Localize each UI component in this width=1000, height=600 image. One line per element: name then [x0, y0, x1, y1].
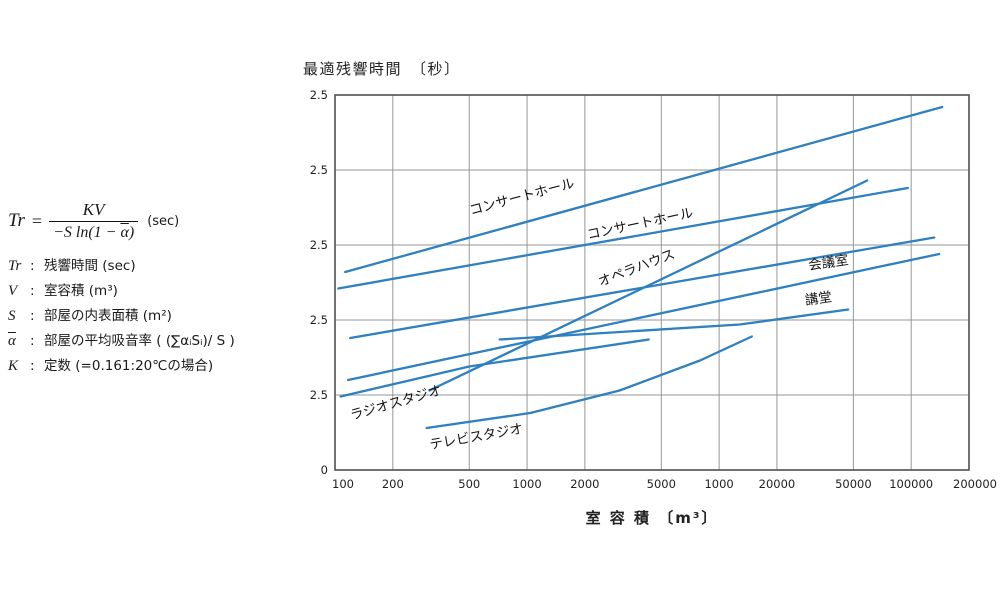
- x-tick-label: 20000: [759, 477, 796, 491]
- definition-symbol: S: [8, 308, 16, 324]
- definition-text: 残響時間 (sec): [44, 258, 136, 274]
- definition-colon: :: [30, 358, 35, 374]
- formula-panel: Tr = KV −S ln(1 − α) (sec) Tr: 残響時間 (sec)…: [8, 200, 308, 379]
- x-tick-label: 50000: [835, 477, 872, 491]
- y-tick-label: 2.5: [310, 238, 328, 252]
- y-tick-label: 0: [321, 463, 328, 477]
- formula-tr-symbol: Tr: [8, 210, 25, 231]
- definition-colon: :: [30, 308, 35, 324]
- plot-border: [334, 94, 970, 471]
- formula-numerator: KV: [82, 200, 105, 219]
- y-tick-label: 2.5: [310, 88, 328, 102]
- series-label: ラジオスタジオ: [348, 382, 443, 423]
- series-line: [428, 179, 869, 392]
- formula-denominator: −S ln(1 − α): [49, 221, 139, 242]
- x-tick-label: 500: [458, 477, 480, 491]
- series-line: [346, 252, 941, 382]
- definition-colon: :: [30, 258, 35, 274]
- definition-row: V: 室容積 (m³): [8, 279, 308, 304]
- x-tick-label: 1000: [512, 477, 541, 491]
- formula-fraction: KV −S ln(1 − α): [49, 200, 139, 242]
- x-tick-label: 200: [382, 477, 404, 491]
- x-tick-label: 200000: [953, 477, 997, 491]
- series-line: [344, 105, 944, 274]
- y-axis-title: 最適残響時間 〔秒〕: [303, 60, 461, 78]
- definition-row: α: 部屋の平均吸音率 ( (∑αᵢSᵢ)/ S ): [8, 329, 308, 354]
- series-line: [425, 335, 753, 430]
- definition-symbol: α: [8, 333, 16, 349]
- symbol-definitions: Tr: 残響時間 (sec) V: 室容積 (m³) S: 部屋の内表面積 (m²) α: 部…: [8, 254, 308, 379]
- y-tick-label: 2.5: [310, 388, 328, 402]
- y-tick-label: 2.5: [310, 313, 328, 327]
- definition-text: 部屋の平均吸音率 ( (∑αᵢSᵢ)/ S ): [44, 333, 235, 349]
- definition-symbol: Tr: [8, 258, 22, 274]
- formula-unit: (sec): [147, 213, 180, 229]
- x-tick-label: 100: [332, 477, 354, 491]
- x-tick-label: 100000: [889, 477, 933, 491]
- series-line: [498, 308, 850, 341]
- series-label: コンサートホール: [586, 205, 695, 243]
- definition-text: 部屋の内表面積 (m²): [44, 308, 172, 324]
- series-line: [349, 236, 936, 340]
- series-label: 講堂: [804, 289, 833, 309]
- alpha-bar-symbol: α: [120, 224, 129, 241]
- definition-row: Tr: 残響時間 (sec): [8, 254, 308, 279]
- x-tick-label: 5000: [647, 477, 676, 491]
- definition-symbol: V: [8, 283, 18, 299]
- x-axis-title: 室 容 積 〔m³〕: [585, 509, 719, 527]
- x-tick-label: 1000: [704, 477, 733, 491]
- definition-colon: :: [30, 283, 35, 299]
- definition-symbol: K: [8, 358, 19, 374]
- series-line: [339, 338, 650, 398]
- definition-text: 室容積 (m³): [44, 283, 118, 299]
- series-label: 会議室: [807, 251, 849, 273]
- series-line: [337, 186, 909, 290]
- formula-equals: =: [31, 210, 43, 231]
- y-tick-label: 2.5: [310, 163, 328, 177]
- definition-row: S: 部屋の内表面積 (m²): [8, 304, 308, 329]
- x-tick-label: 2000: [570, 477, 599, 491]
- definition-row: K: 定数 (=0.161:20℃の場合): [8, 354, 308, 379]
- reverberation-formula: Tr = KV −S ln(1 − α) (sec): [8, 200, 308, 242]
- definition-colon: :: [30, 333, 35, 349]
- definition-text: 定数 (=0.161:20℃の場合): [44, 358, 214, 374]
